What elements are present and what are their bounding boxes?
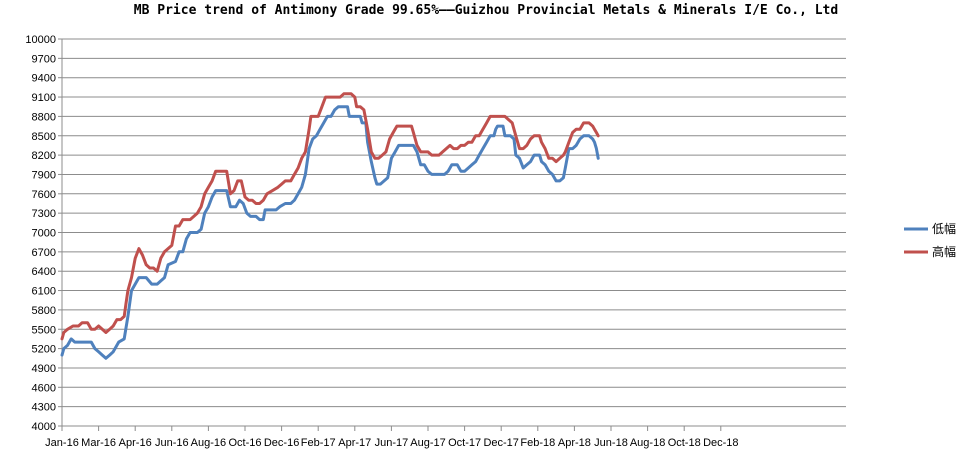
y-tick-label: 8200	[32, 150, 56, 162]
x-tick-label: Dec-17	[483, 437, 518, 449]
x-tick-label: Dec-16	[264, 437, 299, 449]
y-axis: 4000 4300 4600 4900 5200 5500 5800 6100 6400 6700…	[25, 34, 63, 433]
x-tick-label: Feb-18	[520, 437, 555, 449]
x-tick-label: Oct-16	[228, 437, 261, 449]
y-tick-label: 4300	[32, 402, 56, 414]
y-tick-label: 6700	[32, 247, 56, 259]
series-lines	[60, 92, 600, 360]
x-tick-label: Apr-18	[558, 437, 591, 449]
x-tick-label: Oct-17	[448, 437, 481, 449]
x-tick-label: Jun-17	[375, 437, 409, 449]
y-tick-label: 10000	[25, 34, 56, 46]
y-tick-label: 5500	[32, 324, 56, 336]
x-tick-label: Aug-18	[630, 437, 665, 449]
x-tick-label: Mar-16	[81, 437, 116, 449]
y-tick-label: 4600	[32, 382, 56, 394]
x-tick-label: Dec-18	[703, 437, 738, 449]
y-tick-label: 7000	[32, 228, 56, 240]
y-tick-label: 7600	[32, 189, 56, 201]
x-tick-label: Jun-16	[155, 437, 189, 449]
y-tick-label: 4000	[32, 421, 56, 433]
x-tick-label: Feb-17	[301, 437, 336, 449]
x-tick-label: Apr-17	[338, 437, 371, 449]
x-tick-label: Jun-18	[594, 437, 628, 449]
x-tick-label: Apr-16	[119, 437, 152, 449]
legend-label: 低幅	[932, 221, 956, 236]
x-axis: Jan-16 Mar-16 Apr-16 Jun-16 Aug-16 Oct-16 Dec-…	[45, 426, 739, 449]
y-tick-label: 7300	[32, 208, 56, 220]
y-tick-label: 6400	[32, 266, 56, 278]
y-tick-label: 6100	[32, 286, 56, 298]
x-tick-label: Oct-18	[668, 437, 701, 449]
x-tick-label: Aug-17	[410, 437, 445, 449]
legend-label: 高幅	[932, 244, 956, 259]
y-tick-label: 9100	[32, 92, 56, 104]
chart-title: MB Price trend of Antimony Grade 99.65%—…	[133, 3, 839, 18]
y-tick-label: 9700	[32, 53, 56, 65]
gridlines	[62, 38, 846, 427]
y-tick-label: 4900	[32, 363, 56, 375]
x-tick-label: Jan-16	[45, 437, 79, 449]
y-tick-label: 8500	[32, 131, 56, 143]
series-line-low	[60, 105, 600, 360]
y-tick-label: 5800	[32, 305, 56, 317]
y-tick-label: 8800	[32, 111, 56, 123]
y-tick-label: 9400	[32, 73, 56, 85]
y-tick-label: 7900	[32, 169, 56, 181]
series-line-high	[60, 92, 600, 341]
x-tick-label: Aug-16	[191, 437, 226, 449]
y-tick-label: 5200	[32, 344, 56, 356]
